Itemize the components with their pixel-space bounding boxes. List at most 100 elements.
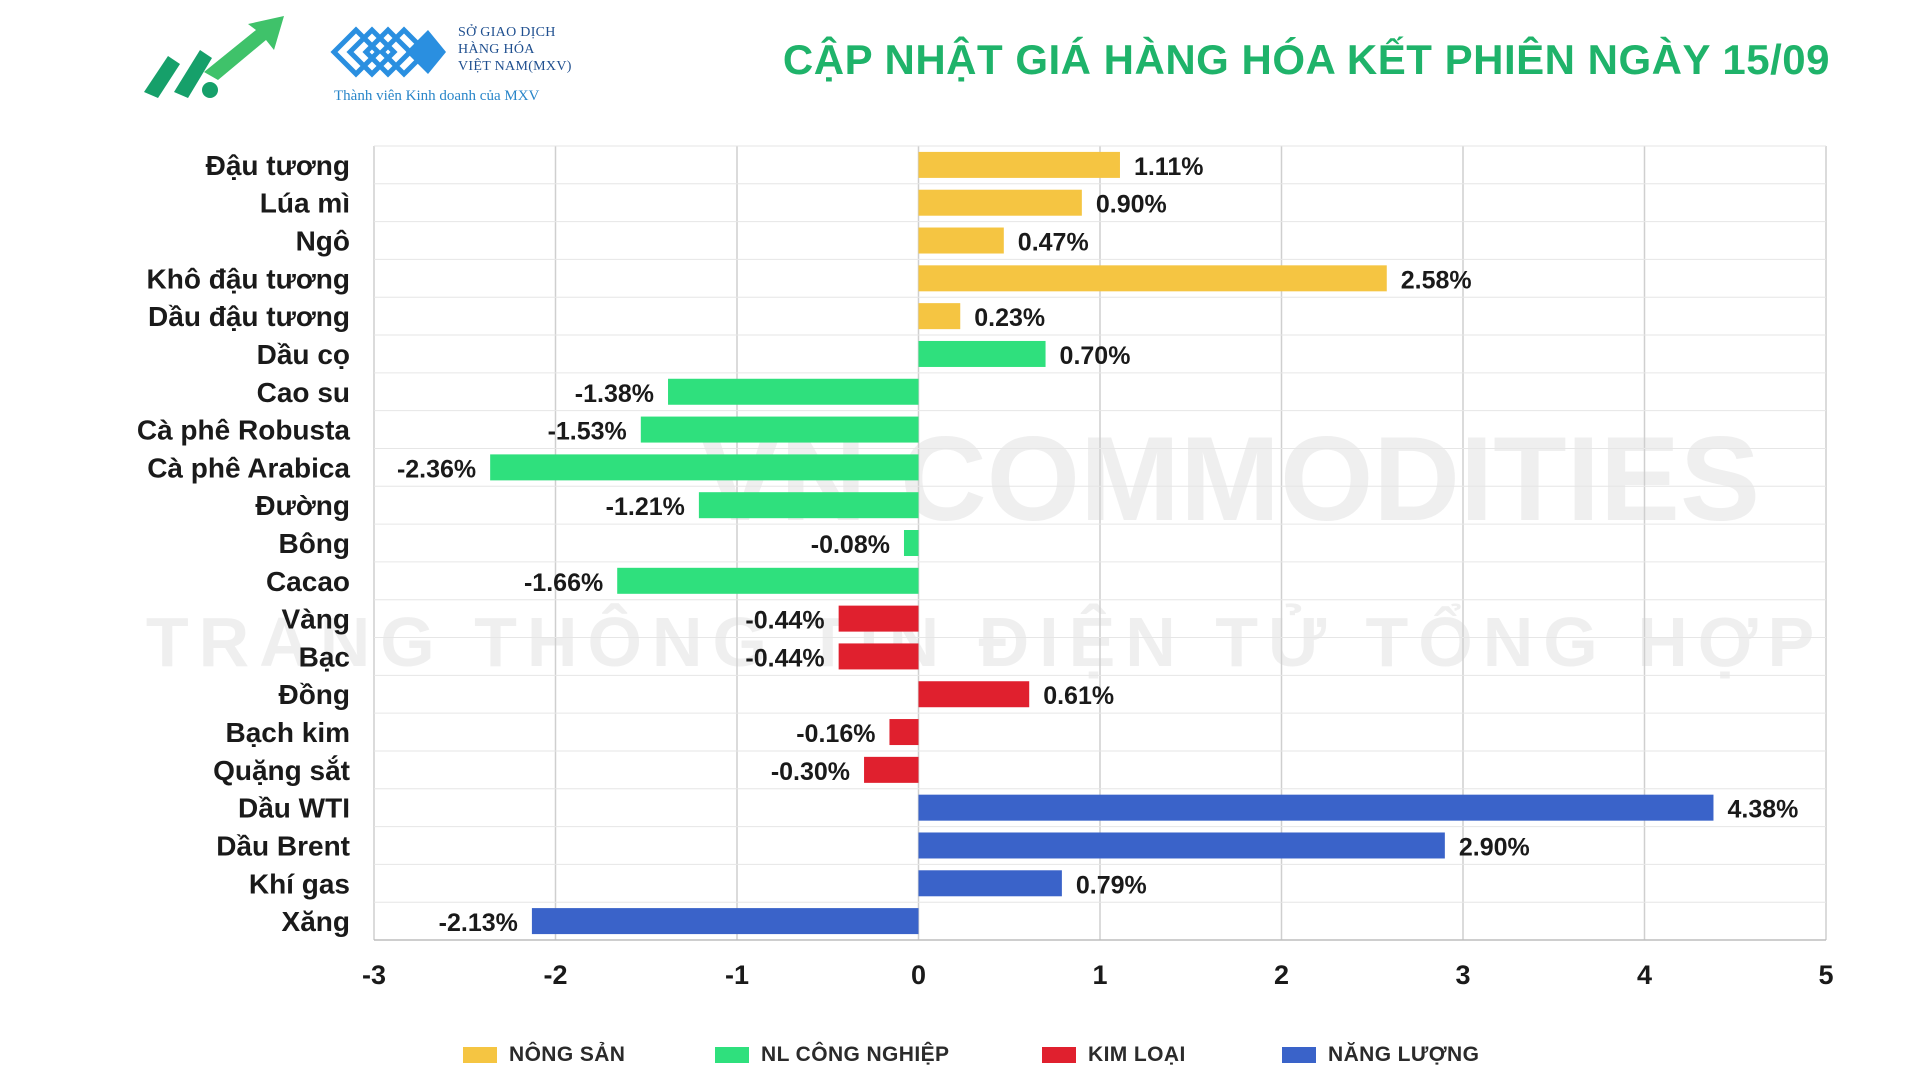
data-label: 0.90% xyxy=(1096,191,1167,219)
bar xyxy=(864,756,919,783)
category-label: Vàng xyxy=(282,604,350,635)
watermark: VN COMMODITIES TRANG THÔNG TIN ĐIỆN TỬ T… xyxy=(146,412,1824,681)
data-label: 0.70% xyxy=(1060,342,1131,370)
data-label: 2.90% xyxy=(1459,833,1530,861)
header: SỞ GIAO DỊCH HÀNG HÓA VIỆT NAM(MXV) Thàn… xyxy=(0,0,1920,130)
category-label: Dầu WTI xyxy=(238,793,350,824)
mxv-name: SỞ GIAO DỊCH HÀNG HÓA VIỆT NAM(MXV) xyxy=(458,24,572,75)
legend-swatch xyxy=(1282,1047,1316,1063)
data-label: 0.23% xyxy=(974,304,1045,332)
bar xyxy=(903,530,919,556)
legend-swatch xyxy=(715,1047,749,1063)
bar xyxy=(918,832,1445,859)
x-tick-label: -3 xyxy=(362,960,386,990)
data-label: 0.79% xyxy=(1076,871,1147,899)
data-label: -0.44% xyxy=(745,607,824,635)
category-label: Khí gas xyxy=(249,868,350,899)
data-label: -2.36% xyxy=(397,455,476,483)
bar xyxy=(490,454,919,481)
category-label: Xăng xyxy=(282,906,350,937)
data-label: -1.21% xyxy=(606,493,685,521)
bar xyxy=(918,794,1714,821)
bar xyxy=(668,378,919,405)
bar xyxy=(531,908,919,935)
bar xyxy=(838,643,919,670)
labels: -3 -2 -1 0 1 2 3 4 5 Đậu tương 1.11% Lúa mì 0.90% Ngô… xyxy=(137,150,1834,990)
mxv-name-line: VIỆT NAM(MXV) xyxy=(458,59,572,74)
brand-logo-icon xyxy=(138,10,288,106)
bar xyxy=(617,567,919,594)
legend-item-nl-cong-nghiep: NL CÔNG NGHIỆP xyxy=(715,1040,949,1070)
legend-label: NL CÔNG NGHIỆP xyxy=(761,1043,950,1066)
data-label: -1.66% xyxy=(524,569,603,597)
legend: NÔNG SẢN NL CÔNG NGHIỆP KIM LOẠI NĂNG LƯ… xyxy=(0,1040,1920,1070)
data-label: -2.13% xyxy=(439,909,518,937)
bar xyxy=(838,605,919,632)
x-tick-label: -1 xyxy=(725,960,749,990)
category-label: Cà phê Arabica xyxy=(147,452,350,483)
category-label: Bạc xyxy=(299,641,350,672)
data-label: -0.08% xyxy=(811,531,890,559)
data-label: -0.44% xyxy=(745,644,824,672)
x-tick-label: 0 xyxy=(911,960,926,990)
data-label: -0.16% xyxy=(796,720,875,748)
category-label: Cacao xyxy=(266,566,350,597)
category-label: Ngô xyxy=(296,226,350,257)
legend-label: NÔNG SẢN xyxy=(509,1043,626,1066)
x-tick-label: -2 xyxy=(543,960,567,990)
category-label: Cao su xyxy=(257,377,350,408)
legend-swatch xyxy=(463,1047,497,1063)
bar xyxy=(918,870,1062,897)
bar xyxy=(918,265,1387,292)
category-label: Dầu đậu tương xyxy=(148,301,350,332)
data-label: 1.11% xyxy=(1134,153,1204,181)
data-label: -0.30% xyxy=(771,758,850,786)
watermark-line2: TRANG THÔNG TIN ĐIỆN TỬ TỔNG HỢP xyxy=(146,602,1824,681)
data-label: 2.58% xyxy=(1401,266,1472,294)
category-label: Cà phê Robusta xyxy=(137,415,351,446)
grid xyxy=(373,145,1827,941)
bar xyxy=(889,719,919,746)
data-label: -1.53% xyxy=(548,418,627,446)
category-label: Bạch kim xyxy=(226,717,351,748)
legend-swatch xyxy=(1042,1047,1076,1063)
bar xyxy=(918,303,961,330)
legend-label: NĂNG LƯỢNG xyxy=(1328,1043,1480,1066)
data-label: 4.38% xyxy=(1727,796,1798,824)
legend-item-kim-loai: KIM LOẠI xyxy=(1042,1040,1186,1070)
mxv-name-line: SỞ GIAO DỊCH xyxy=(458,25,556,40)
mxv-name-line: HÀNG HÓA xyxy=(458,42,535,57)
category-label: Bông xyxy=(278,528,350,559)
x-tick-label: 4 xyxy=(1637,960,1652,990)
mxv-logo: SỞ GIAO DỊCH HÀNG HÓA VIỆT NAM(MXV) Thàn… xyxy=(330,20,572,110)
category-label: Đậu tương xyxy=(206,150,350,181)
data-label: 0.61% xyxy=(1043,682,1114,710)
category-label: Đường xyxy=(255,490,350,521)
x-tick-label: 3 xyxy=(1455,960,1470,990)
mxv-tagline: Thành viên Kinh doanh của MXV xyxy=(334,88,540,104)
mxv-emblem-icon xyxy=(330,26,446,78)
bar xyxy=(918,681,1030,708)
bars xyxy=(490,151,1714,935)
legend-item-nang-luong: NĂNG LƯỢNG xyxy=(1282,1040,1479,1070)
legend-label: KIM LOẠI xyxy=(1088,1043,1186,1066)
data-label: 0.47% xyxy=(1018,229,1089,257)
commodity-bar-chart: VN COMMODITIES TRANG THÔNG TIN ĐIỆN TỬ T… xyxy=(137,145,1834,990)
bar xyxy=(918,227,1004,254)
category-label: Dầu cọ xyxy=(257,339,350,370)
x-tick-label: 1 xyxy=(1092,960,1107,990)
bar xyxy=(698,492,919,519)
category-label: Dầu Brent xyxy=(216,830,350,861)
category-label: Quặng sắt xyxy=(213,755,350,786)
legend-item-nong-san: NÔNG SẢN xyxy=(463,1040,625,1070)
data-label: -1.38% xyxy=(575,380,654,408)
bar xyxy=(640,416,919,443)
bar xyxy=(918,151,1120,178)
chart-area: VN COMMODITIES TRANG THÔNG TIN ĐIỆN TỬ T… xyxy=(0,130,1920,1010)
category-label: Đồng xyxy=(278,679,350,710)
page-title: CẬP NHẬT GIÁ HÀNG HÓA KẾT PHIÊN NGÀY 15/… xyxy=(782,36,1830,83)
bar xyxy=(918,340,1046,367)
bar xyxy=(918,189,1082,216)
x-tick-label: 2 xyxy=(1274,960,1289,990)
category-label: Khô đậu tương xyxy=(147,263,350,294)
